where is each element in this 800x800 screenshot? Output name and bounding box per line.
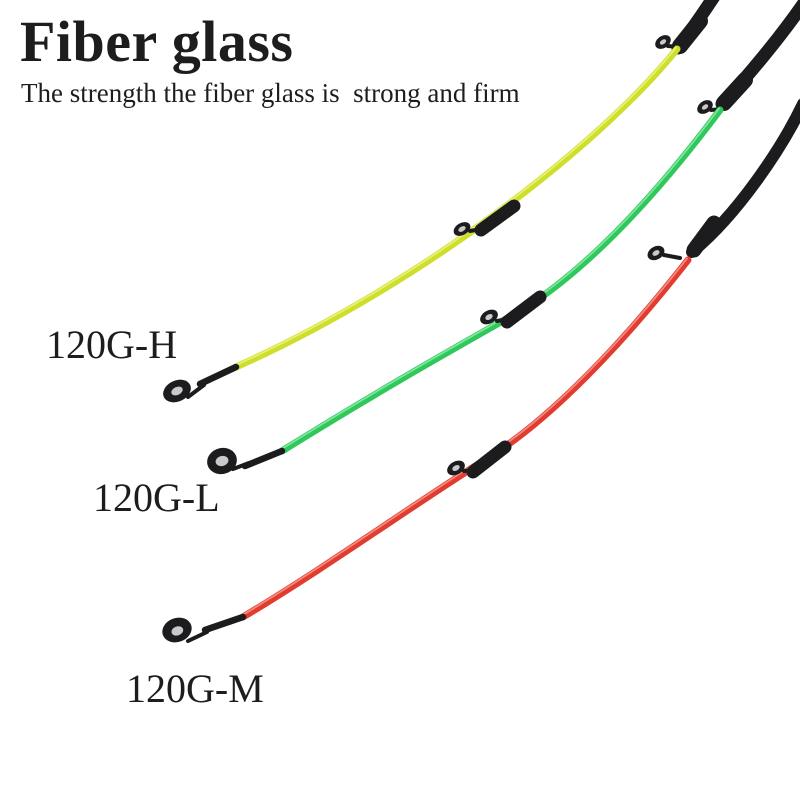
page-subtitle: The strength the fiber glass is strong a…: [21, 78, 520, 108]
page-title: Fiber glass: [20, 9, 294, 74]
rod-medium-mid-guide: [447, 460, 465, 476]
rod-low-colored-section: [278, 106, 724, 455]
rod-high-top-guide: [655, 35, 671, 49]
rod-medium: [162, 98, 800, 643]
rod-medium-tip-bracket: [186, 630, 209, 643]
rod-high: [163, 0, 720, 403]
rod-medium-top-guide: [647, 245, 665, 261]
rod-label-120g-h: 120G-H: [46, 322, 178, 367]
rod-high-tip-bracket: [186, 383, 206, 399]
rod-high-top-wrap: [672, 13, 708, 54]
rod-label-120g-l: 120G-L: [93, 475, 220, 520]
rod-medium-top-wrap: [686, 215, 722, 258]
rod-low-mid-guide: [480, 309, 498, 325]
rod-high-mid-guide-stem: [468, 227, 483, 233]
rod-high-tip-section: [196, 363, 240, 388]
rod-low-top-wrap: [716, 72, 753, 111]
rod-low-sheen: [280, 107, 720, 451]
rod-label-120g-m: 120G-M: [126, 666, 264, 711]
rod-high-mid-guide-wrap: [474, 199, 521, 237]
rod-high-tip-ring: [163, 379, 191, 403]
rod-low-mid-guide-stem: [495, 317, 510, 323]
rod-medium-mid-guide-stem: [462, 468, 477, 473]
rod-low-mid-guide-wrap: [500, 290, 547, 329]
rod-low-tip-bracket: [231, 461, 251, 471]
rod-low-tip-ring: [207, 447, 237, 475]
rod-medium-mid-guide-wrap: [466, 440, 512, 479]
rod-medium-tip-section: [201, 613, 247, 634]
rod-low-tip-section: [241, 447, 286, 470]
rod-high-mid-guide: [453, 222, 471, 236]
rod-low-top-guide: [697, 100, 713, 114]
rod-medium-tip-ring: [162, 617, 192, 643]
rod-low: [207, 0, 800, 475]
rod-medium-top-guide-stem: [662, 253, 682, 260]
rod-medium-colored-section: [239, 256, 692, 621]
